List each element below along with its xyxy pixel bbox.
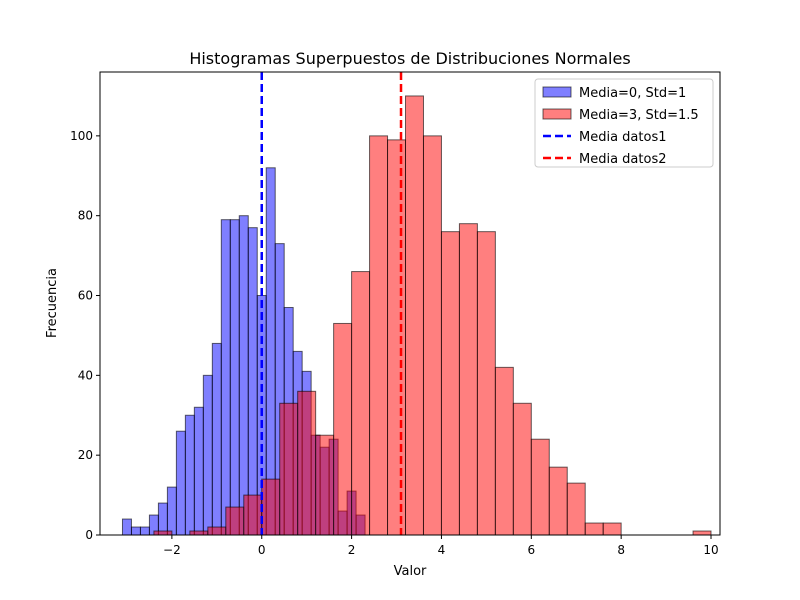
histogram-bar-series-2	[602, 522, 622, 536]
y-tick-label: 60	[78, 289, 93, 303]
histogram-bar-series-1	[121, 518, 132, 536]
histogram-bar-series-2	[243, 494, 263, 536]
histogram-bar-series-1	[229, 219, 240, 536]
y-tick-label: 40	[78, 368, 93, 382]
histogram-bar-series-2	[153, 530, 173, 536]
histogram-bar-series-1	[202, 374, 213, 536]
histogram-bar-series-2	[692, 530, 712, 536]
histogram-bar-series-2	[369, 135, 389, 536]
histogram-bar-series-2	[297, 390, 317, 536]
histogram-bar-series-2	[189, 530, 209, 536]
histogram-bar-series-1	[166, 486, 177, 536]
histogram-bar-series-1	[247, 227, 258, 536]
histogram-bar-series-2	[351, 271, 371, 536]
plot-frame	[99, 71, 721, 536]
histogram-bar-series-1	[184, 414, 195, 536]
x-axis-label: Valor	[394, 564, 427, 579]
legend: Media=0, Std=1 Media=3, Std=1.5 Media dato…	[534, 78, 714, 168]
histogram-bar-series-2	[279, 402, 299, 536]
x-tick-label: 4	[438, 543, 446, 557]
histogram-bar-series-2	[422, 135, 442, 536]
y-axis: 0 20 40 60 80 100	[70, 129, 100, 542]
histogram-bar-series-2	[548, 466, 568, 536]
x-axis: −2 0 2 4 6 8 10	[163, 535, 719, 557]
histogram-bar-series-2	[440, 231, 460, 536]
histogram-bar-series-2	[584, 522, 604, 536]
histogram-bar-series-2	[225, 506, 245, 536]
legend-label: Media datos2	[579, 152, 667, 167]
plot-area	[99, 71, 721, 536]
legend-patch	[542, 108, 572, 120]
histogram-bar-series-2	[566, 482, 586, 536]
legend-patch	[542, 86, 572, 98]
histogram-bar-series-2	[512, 402, 532, 536]
histogram-bar-series-1	[220, 219, 231, 536]
histogram-bar-series-2	[530, 438, 550, 536]
histogram-bar-series-2	[261, 478, 281, 536]
x-tick-label: 6	[527, 543, 535, 557]
histogram-bar-series-1	[193, 406, 204, 536]
histogram-bar-series-2	[405, 95, 424, 536]
y-tick-label: 80	[78, 209, 93, 223]
histogram-bar-series-2	[315, 434, 335, 536]
histogram-bar-series-1	[175, 430, 186, 536]
histogram-bar-series-2	[476, 231, 496, 536]
y-tick-label: 100	[70, 129, 93, 143]
histogram-bar-series-2	[333, 322, 353, 536]
y-axis-label: Frecuencia	[45, 268, 60, 338]
histogram-bar-series-1	[130, 526, 141, 536]
legend-label: Media=3, Std=1.5	[579, 108, 699, 123]
y-tick-label: 0	[85, 528, 93, 542]
histogram-bar-series-2	[458, 223, 478, 536]
legend-box	[534, 78, 714, 168]
histogram-bar-series-2	[387, 139, 407, 536]
histogram-bar-series-1	[157, 502, 168, 536]
histogram-bar-series-2	[494, 366, 514, 536]
legend-label: Media=0, Std=1	[579, 86, 686, 101]
histogram-bar-series-1	[238, 215, 249, 536]
y-tick-label: 20	[78, 448, 93, 462]
x-tick-label: 8	[617, 543, 625, 557]
x-tick-label: 0	[258, 543, 266, 557]
histogram-bar-series-1	[139, 526, 150, 536]
legend-label: Media datos1	[579, 130, 667, 145]
histogram-bar-series-2	[207, 526, 227, 536]
x-tick-label: 10	[703, 543, 718, 557]
x-tick-label: 2	[348, 543, 356, 557]
histogram-bar-series-1	[211, 342, 222, 536]
chart-title: Histogramas Superpuestos de Distribucion…	[189, 49, 630, 68]
x-tick-label: −2	[163, 543, 181, 557]
